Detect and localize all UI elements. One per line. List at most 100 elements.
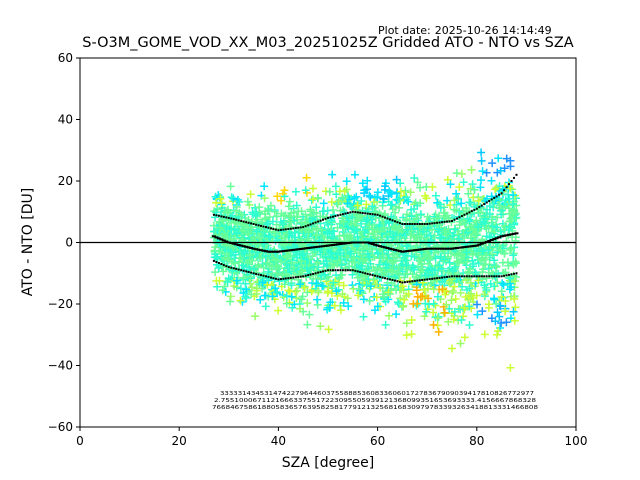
scatter-point	[309, 262, 318, 271]
scatter-point	[373, 249, 382, 258]
scatter-point	[470, 185, 479, 194]
scatter-point	[381, 320, 390, 329]
scatter-point	[211, 213, 220, 222]
scatter-point	[270, 275, 279, 284]
std-upper-marker	[307, 224, 310, 227]
scatter-point	[251, 312, 260, 321]
std-upper-marker	[225, 216, 228, 219]
mean-marker	[244, 245, 249, 248]
mean-marker	[422, 248, 427, 250]
scatter-point	[416, 268, 425, 277]
scatter-point	[460, 303, 469, 312]
scatter-point	[280, 186, 289, 195]
std-upper-marker	[498, 193, 501, 196]
scatter-point	[510, 208, 519, 217]
scatter-point	[401, 256, 410, 265]
x-tick-label: 40	[271, 434, 286, 448]
scatter-point	[474, 248, 483, 257]
scatter-point	[236, 284, 245, 293]
y-tick-label: −40	[48, 359, 73, 373]
scatter-point	[498, 279, 507, 288]
scatter-point	[369, 275, 378, 284]
std-lower-marker	[384, 277, 386, 280]
std-upper-marker	[262, 225, 265, 228]
std-lower-marker	[217, 262, 220, 264]
std-lower-marker	[500, 275, 503, 278]
std-upper-marker	[297, 226, 300, 229]
mean-marker	[273, 250, 278, 253]
std-lower-marker	[240, 269, 243, 272]
scatter-point	[336, 206, 345, 215]
scatter-point	[342, 177, 351, 186]
std-lower-marker	[418, 279, 421, 282]
std-upper-marker	[513, 176, 515, 179]
mean-marker	[301, 247, 306, 250]
scatter-point	[248, 208, 257, 217]
scatter-point	[397, 187, 405, 196]
scatter-point	[412, 286, 421, 295]
std-lower-marker	[416, 279, 419, 282]
std-upper-marker	[416, 223, 419, 225]
scatter-point	[450, 196, 459, 205]
std-lower-marker	[227, 266, 230, 269]
scatter-point	[435, 225, 444, 234]
scatter-point	[315, 236, 324, 245]
std-upper-marker	[436, 221, 439, 224]
scatter-point	[495, 312, 504, 321]
scatter-point	[256, 254, 265, 262]
scatter-point	[482, 286, 491, 294]
scatter-point	[298, 251, 307, 260]
scatter-point	[246, 190, 255, 199]
std-lower-marker	[260, 274, 262, 277]
std-lower-marker	[361, 271, 364, 274]
scatter-point	[366, 282, 375, 291]
scatter-point	[509, 251, 518, 260]
std-upper-marker	[391, 219, 394, 222]
scatter-point	[235, 197, 244, 206]
scatter-point	[343, 223, 352, 232]
scatter-point	[327, 198, 336, 206]
std-lower-marker	[247, 271, 250, 273]
mean-marker	[432, 247, 437, 250]
scatter-point	[484, 246, 493, 255]
scatter-point	[508, 185, 517, 194]
scatter-point	[329, 278, 338, 287]
std-lower-marker	[359, 271, 362, 273]
scatter-point	[365, 221, 374, 230]
scatter-point	[344, 302, 353, 311]
std-upper-marker	[441, 221, 444, 224]
std-upper-marker	[339, 213, 342, 216]
std-lower-marker	[493, 275, 496, 278]
std-lower-marker	[237, 268, 240, 271]
scatter-point	[426, 255, 435, 264]
scatter-point	[507, 283, 516, 291]
scatter-point	[413, 299, 422, 308]
scatter-point	[380, 268, 389, 277]
y-axis: −60 −40 −20 0 20 40 60	[48, 51, 80, 434]
scatter-point	[235, 258, 244, 267]
std-upper-marker	[473, 208, 476, 211]
std-upper-marker	[354, 211, 357, 214]
scatter-point	[292, 201, 301, 210]
std-lower-marker	[374, 274, 377, 277]
std-upper-marker	[252, 223, 255, 225]
scatter-point	[291, 287, 300, 296]
std-lower-marker	[344, 269, 347, 272]
std-lower-marker	[327, 269, 329, 272]
std-lower-marker	[341, 269, 344, 272]
std-lower-marker	[423, 278, 426, 281]
std-lower-marker	[279, 278, 282, 281]
scatter-point	[448, 240, 457, 249]
std-lower-marker	[453, 275, 456, 278]
std-upper-marker	[341, 213, 344, 216]
std-upper-marker	[458, 216, 461, 219]
std-upper-marker	[257, 224, 260, 227]
scatter-point	[349, 225, 357, 233]
std-upper-marker	[215, 214, 218, 217]
scatter-point	[358, 276, 367, 285]
scatter-point	[496, 246, 505, 255]
scatter-point	[303, 320, 312, 329]
std-upper-marker	[274, 228, 277, 231]
std-upper-marker	[366, 212, 369, 215]
std-upper-marker	[418, 223, 421, 225]
